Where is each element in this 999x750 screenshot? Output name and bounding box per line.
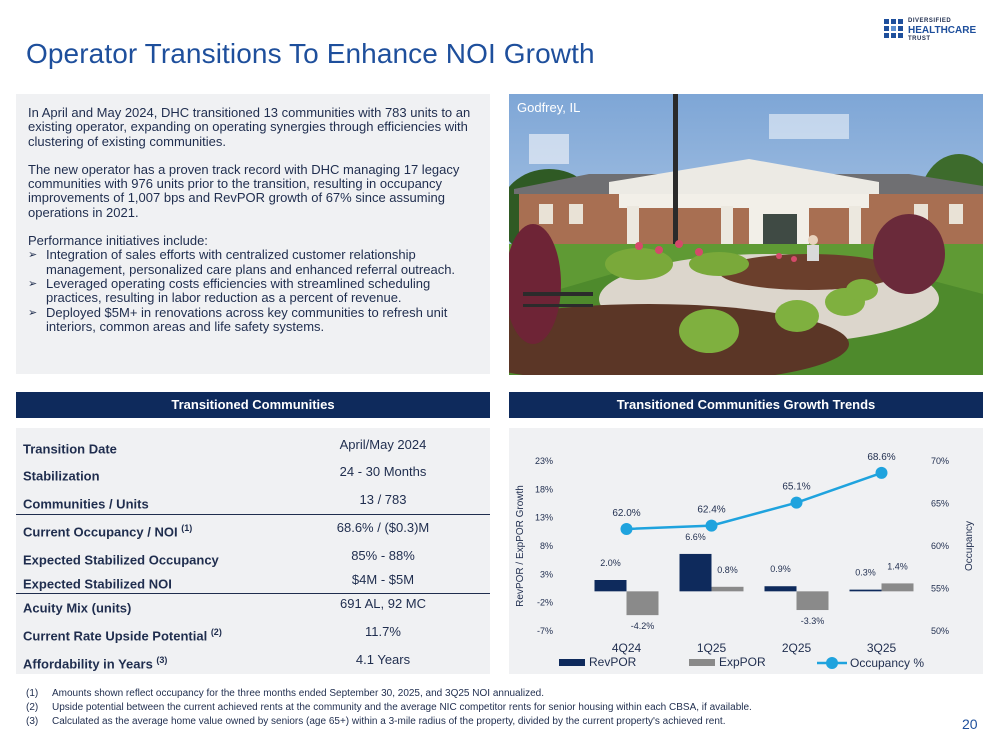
- revpor-data-label: 6.6%: [685, 532, 706, 542]
- y-tick-label: 13%: [535, 513, 553, 523]
- logo-grid-icon: [884, 19, 904, 39]
- y-right-tick-label: 60%: [931, 541, 949, 551]
- revpor-data-label: 2.0%: [600, 558, 621, 568]
- revpor-bar: [594, 580, 627, 592]
- photo-location-label: Godfrey, IL: [517, 100, 581, 115]
- legend-exppor-swatch: [689, 659, 715, 666]
- occupancy-data-label: 62.0%: [612, 508, 640, 519]
- y-tick-label: 8%: [540, 541, 553, 551]
- intro-paragraph-2: The new operator has a proven track reco…: [28, 161, 460, 220]
- revpor-data-label: 0.9%: [770, 564, 791, 574]
- y-right-tick-label: 65%: [931, 499, 949, 509]
- x-tick-label: 3Q25: [867, 641, 897, 655]
- legend-exppor-label: ExpPOR: [719, 655, 766, 669]
- list-item: ➢ Deployed $5M+ in renovations across key…: [28, 304, 448, 334]
- x-tick-label: 1Q25: [697, 641, 727, 655]
- occupancy-point: [705, 519, 718, 532]
- table-divider: [16, 593, 490, 594]
- table-row: Expected Stabilized Occupancy 85% - 88%: [23, 548, 415, 568]
- logo-line1: DIVERSIFIED: [908, 18, 952, 24]
- page-number: 20: [962, 716, 978, 732]
- table-divider: [16, 514, 490, 515]
- y-tick-label: -2%: [537, 598, 553, 608]
- x-tick-label: 4Q24: [612, 641, 642, 655]
- table-row: Stabilization 24 - 30 Months: [23, 464, 427, 484]
- table-row: Current Occupancy / NOI (1) 68.6% / ($0.…: [23, 520, 430, 540]
- exppor-data-label: -4.2%: [631, 621, 655, 631]
- page-title: Operator Transitions To Enhance NOI Grow…: [26, 38, 595, 69]
- company-logo: DIVERSIFIED HEALTHCARE TRUST: [884, 18, 984, 48]
- exppor-data-label: -3.3%: [801, 616, 825, 626]
- exppor-data-label: 0.8%: [717, 565, 738, 575]
- legend-occupancy-label: Occupancy %: [850, 656, 924, 670]
- exppor-data-label: 1.4%: [887, 561, 908, 571]
- table-header: Transitioned Communities: [16, 392, 490, 418]
- y-right-tick-label: 55%: [931, 584, 949, 594]
- occupancy-data-label: 68.6%: [867, 452, 895, 463]
- occupancy-point: [790, 496, 803, 509]
- y-tick-label: -7%: [537, 626, 553, 636]
- initiative-list: ➢ Integration of sales efforts with centr…: [28, 248, 478, 334]
- logo-line2: HEALTHCARE: [908, 25, 977, 36]
- table-row: Current Rate Upside Potential (2) 11.7%: [23, 624, 401, 644]
- building-illustration: [509, 94, 983, 375]
- intro-panel: In April and May 2024, DHC transitioned …: [16, 94, 490, 374]
- legend-revpor-swatch: [559, 659, 585, 666]
- table-row: Transition Date April/May 2024: [23, 437, 427, 457]
- legend-revpor-label: RevPOR: [589, 655, 637, 669]
- y-tick-label: 23%: [535, 456, 553, 466]
- y-right-axis-title: Occupancy: [964, 521, 975, 571]
- communities-table: Transition Date April/May 2024 Stabiliza…: [16, 428, 490, 674]
- legend-occupancy-marker: [826, 657, 838, 669]
- chart-header: Transitioned Communities Growth Trends: [509, 392, 983, 418]
- table-row: Expected Stabilized NOI $4M - $5M: [23, 572, 415, 592]
- growth-chart-panel: 23% 18% 13% 8% 3% -2% -7% 70% 65% 60% 55% 50% RevPOR…: [509, 428, 983, 674]
- list-item: ➢ Leveraged operating costs efficiencies …: [28, 275, 431, 306]
- exppor-bar: [626, 591, 659, 616]
- occupancy-data-label: 65.1%: [782, 482, 810, 493]
- intro-paragraph-1: In April and May 2024, DHC transitioned …: [28, 105, 471, 149]
- arrow-bullet-icon: ➢: [28, 277, 38, 290]
- arrow-bullet-icon: ➢: [28, 249, 38, 262]
- revpor-bar: [764, 586, 797, 592]
- y-tick-label: 18%: [535, 484, 553, 494]
- y-right-tick-label: 70%: [931, 456, 949, 466]
- community-photo: Godfrey, IL: [509, 94, 983, 375]
- revpor-data-label: 0.3%: [855, 568, 876, 578]
- table-row: Communities / Units 13 / 783: [23, 492, 407, 512]
- growth-chart: 23% 18% 13% 8% 3% -2% -7% 70% 65% 60% 55% 50% RevPOR…: [515, 452, 975, 670]
- exppor-bar: [796, 591, 829, 611]
- exppor-bar: [711, 586, 744, 592]
- intro-lead: Performance initiatives include:: [28, 233, 208, 249]
- occupancy-data-label: 62.4%: [697, 505, 725, 516]
- y-right-tick-label: 50%: [931, 626, 949, 636]
- revpor-bar: [849, 589, 882, 592]
- exppor-bar: [881, 583, 914, 592]
- x-tick-label: 2Q25: [782, 641, 812, 655]
- y-tick-label: 3%: [540, 569, 553, 579]
- arrow-bullet-icon: ➢: [28, 306, 38, 319]
- y-axis-title: RevPOR / ExpPOR Growth: [515, 485, 526, 607]
- table-row: Affordability in Years (3) 4.1 Years: [23, 652, 411, 672]
- list-item: ➢ Integration of sales efforts with centr…: [28, 247, 456, 277]
- occupancy-point: [620, 523, 633, 535]
- table-row: Acuity Mix (units) 691 AL, 92 MC: [23, 596, 426, 616]
- logo-line3: TRUST: [908, 36, 931, 42]
- occupancy-line: [626, 471, 882, 531]
- revpor-bar: [679, 553, 712, 592]
- occupancy-point: [875, 466, 888, 479]
